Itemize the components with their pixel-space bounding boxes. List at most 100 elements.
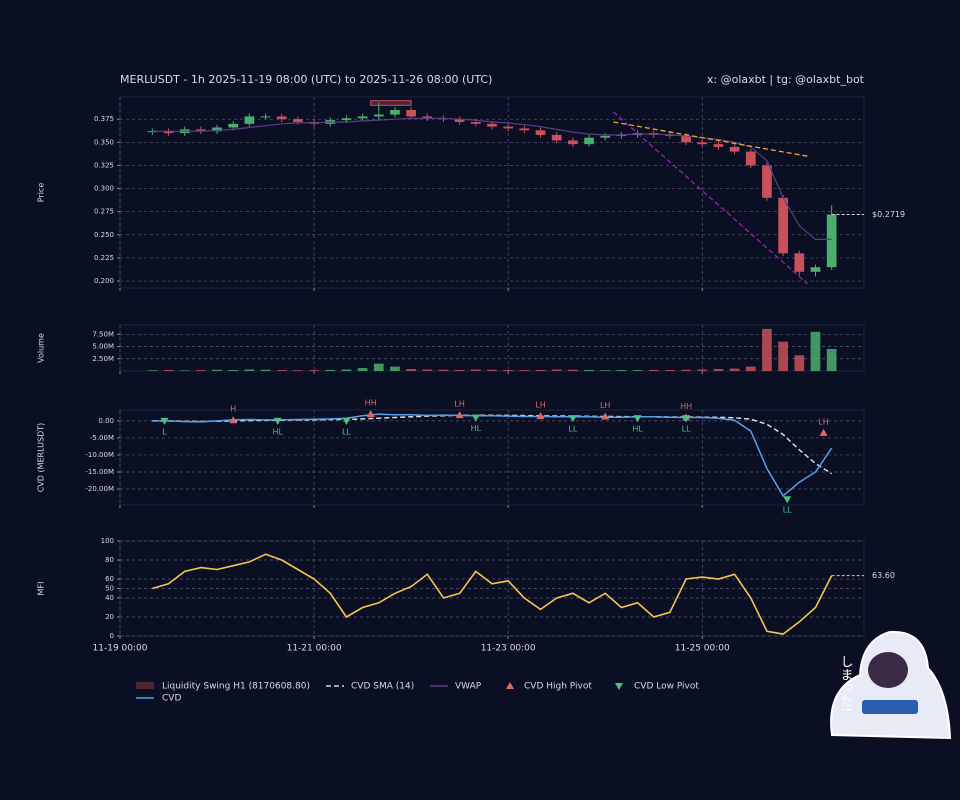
candle-body	[293, 119, 303, 122]
candle-body	[778, 197, 788, 254]
pivot-marker	[601, 412, 610, 420]
volume-bar	[196, 370, 206, 371]
chart-title: MERLUSDT - 1h 2025-11-19 08:00 (UTC) to …	[120, 73, 492, 86]
pivot-marker	[342, 417, 351, 425]
volume-bar	[794, 355, 805, 371]
sticker: しまった!	[830, 630, 952, 740]
volume-bar	[648, 369, 659, 371]
y-tick-label: 2.50M	[92, 355, 114, 363]
sticker-badge	[862, 700, 918, 714]
candle-body	[341, 118, 352, 121]
y-tick-label: 0	[110, 632, 114, 640]
y-tick-label: -10.00M	[85, 451, 114, 459]
panel-frame	[119, 409, 865, 506]
candle-body	[826, 214, 837, 268]
pivot-marker	[273, 417, 282, 425]
pivot-label: L	[162, 427, 167, 436]
pivot-label: HL	[632, 425, 643, 434]
volume-bar	[535, 370, 546, 371]
pivot-marker	[568, 415, 577, 423]
volume-bar	[600, 370, 611, 371]
y-tick-label: -5.00M	[90, 434, 114, 442]
pivot-label: LL	[568, 425, 577, 434]
volume-bar	[616, 370, 627, 371]
volume-bar	[681, 369, 691, 371]
pivot-label: HL	[471, 424, 482, 433]
pivot-marker	[633, 415, 642, 423]
y-axis-title: CVD (MERLUSDT)	[37, 423, 46, 493]
pivot-label: HH	[680, 402, 692, 411]
candle-body	[244, 116, 255, 124]
volume-bar	[163, 370, 174, 371]
volume-bar	[260, 369, 271, 371]
volume-bar	[276, 370, 287, 371]
y-tick-label: 0.375	[94, 115, 114, 123]
volume-bar	[357, 368, 368, 371]
candle-body	[357, 116, 368, 119]
volume-bar	[147, 370, 158, 371]
y-axis-title: Price	[37, 183, 46, 203]
y-tick-label: 40	[105, 594, 114, 602]
pivot-marker	[229, 416, 238, 424]
volume-bar	[470, 369, 481, 371]
y-axis-title: Volume	[37, 333, 46, 363]
trendline	[612, 111, 808, 285]
candle-body	[551, 134, 562, 141]
volume-bar	[713, 369, 724, 371]
x-tick-label: 11-25 00:00	[675, 644, 730, 654]
candle-body	[260, 116, 271, 118]
pivot-marker	[536, 412, 545, 420]
candle-body	[422, 116, 433, 119]
legend-swatch	[506, 682, 514, 689]
pivot-label: HL	[272, 427, 283, 436]
y-tick-label: -20.00M	[85, 485, 114, 493]
volume-bar	[212, 369, 222, 371]
pivot-label: LH	[535, 401, 545, 410]
pivot-marker	[471, 414, 480, 422]
pivot-marker	[682, 415, 691, 423]
pivot-marker	[455, 411, 464, 419]
x-tick-label: 11-23 00:00	[481, 644, 536, 654]
volume-bar	[341, 369, 352, 371]
y-tick-label: 0.300	[94, 185, 114, 193]
liquidity-swing	[370, 100, 412, 106]
volume-bar	[503, 370, 514, 371]
pivot-marker	[366, 410, 375, 418]
volume-bar	[762, 328, 772, 371]
candle-body	[470, 121, 481, 124]
candle-body	[406, 109, 416, 117]
candle-body	[212, 127, 222, 132]
pivot-label: LH	[600, 401, 610, 410]
y-tick-label: 5.00M	[92, 343, 114, 351]
candle-body	[196, 129, 206, 132]
legend-label: CVD Low Pivot	[634, 682, 699, 692]
volume-bar	[309, 370, 319, 371]
volume-bar	[406, 369, 416, 371]
candle-body	[568, 140, 578, 145]
candle-body	[729, 146, 740, 152]
last-value-label: 63.60	[872, 571, 895, 580]
volume-bar	[568, 369, 578, 371]
candle-body	[600, 135, 611, 138]
candle-body	[681, 135, 691, 143]
legend-label: CVD SMA (14)	[351, 682, 414, 692]
y-tick-label: 80	[105, 556, 114, 564]
candle-body	[810, 267, 821, 272]
chart-subtitle: x: @olaxbt | tg: @olaxbt_bot	[707, 73, 865, 86]
legend-label: CVD	[162, 694, 181, 704]
pivot-label: HH	[365, 399, 377, 408]
volume-bar	[454, 370, 465, 371]
volume-bar	[390, 366, 400, 371]
y-tick-label: 0.00	[98, 417, 114, 425]
volume-bar	[373, 363, 384, 371]
x-tick-label: 11-19 00:00	[93, 644, 148, 654]
pivot-marker	[160, 417, 169, 425]
volume-bar	[697, 369, 708, 371]
candle-body	[519, 128, 530, 131]
legend-label: VWAP	[455, 682, 482, 692]
pivot-label: H	[230, 405, 236, 414]
volume-bar	[487, 369, 497, 371]
pivot-marker	[819, 428, 828, 436]
volume-bar	[438, 369, 449, 371]
